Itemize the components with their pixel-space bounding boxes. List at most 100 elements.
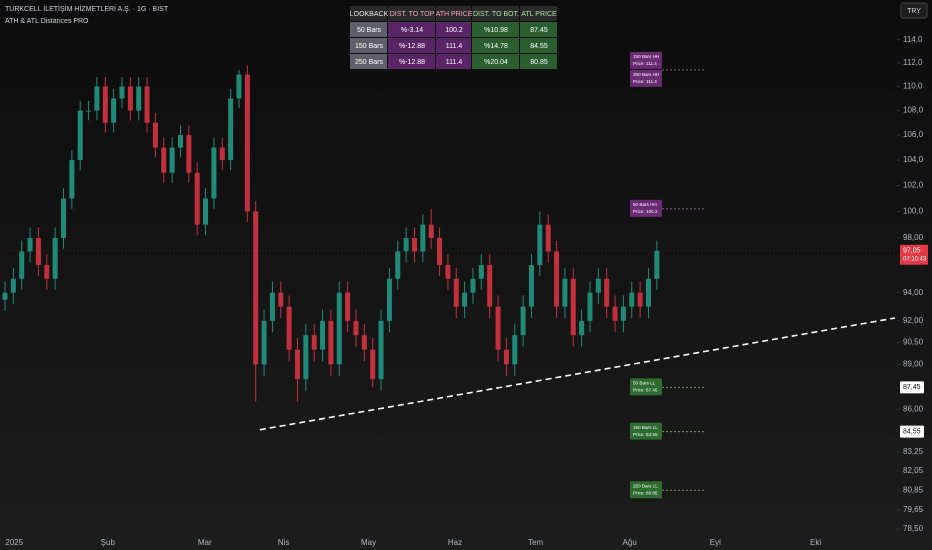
level-price: Price: 111.4	[633, 79, 657, 84]
candle-body	[328, 320, 334, 365]
candle-body	[261, 320, 267, 365]
price-tag-label: 84,55	[903, 428, 921, 435]
trendline	[259, 317, 896, 431]
candle-body	[177, 135, 183, 148]
y-tick-label: 79,65	[903, 505, 924, 514]
x-tick-label: Eyl	[710, 538, 721, 547]
candle-body	[545, 224, 551, 252]
candle-body	[654, 250, 660, 279]
candle-body	[562, 278, 568, 307]
table-cell-text: 50 Bars	[357, 27, 382, 34]
candle-body	[119, 86, 125, 99]
candle-body	[303, 335, 309, 380]
candle-body	[19, 251, 25, 279]
table-cell	[520, 54, 557, 69]
countdown: 07:10:43	[903, 256, 927, 262]
candle-body	[437, 237, 443, 266]
level-box	[630, 422, 662, 440]
candle-body	[186, 135, 192, 173]
candle-body	[169, 147, 175, 173]
candle-body	[2, 292, 8, 300]
y-tick-label: 80,85	[903, 485, 924, 494]
table-cell	[472, 54, 519, 69]
candle-body	[94, 86, 100, 111]
table-header-text: DIST. TO TOP	[390, 11, 435, 18]
candle-body	[320, 320, 326, 350]
candle-body	[127, 86, 133, 111]
price-tag-label: 87,45	[903, 384, 921, 391]
table-cell	[388, 38, 435, 53]
y-tick-label: 114,0	[903, 35, 923, 44]
y-tick-label: 92,00	[903, 316, 924, 325]
table-header-cell	[436, 6, 471, 21]
level-box	[630, 69, 662, 87]
candle-body	[637, 292, 643, 307]
table-cell	[350, 54, 387, 69]
candle-body	[537, 224, 543, 266]
x-tick-label: May	[361, 538, 376, 547]
candle-body	[612, 306, 618, 321]
candle-body	[503, 349, 509, 365]
y-tick-label: 78,50	[903, 524, 924, 533]
table-cell-text: 250 Bars	[355, 59, 384, 66]
table-cell-text: %-12.88	[399, 59, 425, 66]
candle-body	[462, 292, 468, 307]
table-header-text: ATL PRICE	[521, 11, 557, 18]
candle-body	[111, 98, 117, 123]
candle-body	[378, 320, 384, 380]
candle-body	[445, 265, 451, 279]
y-tick-label: 108,0	[903, 106, 924, 115]
last-price-tag	[900, 244, 928, 265]
candle-body	[478, 265, 484, 279]
candle-body	[136, 86, 142, 111]
candle-body	[587, 292, 593, 321]
candle-body	[194, 172, 200, 225]
candle-body	[512, 335, 518, 365]
x-tick-label: Tem	[528, 538, 543, 547]
table-cell	[436, 22, 471, 37]
table-cell-text: 111.4	[446, 59, 463, 66]
x-tick-label: Ağu	[623, 538, 637, 547]
table-cell	[520, 38, 557, 53]
table-header-cell	[388, 6, 435, 21]
candle-body	[386, 278, 392, 321]
candle-body	[336, 292, 342, 365]
level-box	[630, 378, 662, 396]
level-title: 150 Bars HH	[633, 54, 659, 59]
table-cell	[436, 38, 471, 53]
level-title: 250 Bars LL	[633, 484, 658, 489]
currency-button[interactable]	[900, 2, 928, 19]
table-cell-text: 80.85	[530, 59, 548, 66]
symbol-title: TURKCELL İLETİŞİM HİZMETLERİ A.Ş. · 1G ·…	[5, 4, 169, 13]
table-header-text: ATH PRICE	[436, 11, 473, 18]
table-cell	[350, 22, 387, 37]
candle-body	[86, 110, 92, 112]
table-cell-text: %-12.88	[399, 43, 425, 50]
candle-body	[528, 265, 534, 307]
candle-body	[10, 278, 16, 293]
candle-body	[244, 74, 250, 212]
candle-body	[203, 198, 209, 225]
y-tick-label: 102,0	[903, 181, 924, 190]
level-title: 150 Bars LL	[633, 425, 658, 430]
candle-body	[286, 306, 292, 350]
candle-body	[453, 278, 459, 307]
y-tick-label: 86,00	[903, 404, 924, 413]
table-cell	[436, 54, 471, 69]
candle-body	[228, 98, 234, 161]
candle-body	[595, 278, 601, 293]
candle-body	[620, 306, 626, 321]
candle-body	[236, 74, 242, 99]
table-cell-text: 84.55	[530, 43, 548, 50]
level-price: Price: 84.55	[633, 432, 658, 437]
candle-body	[52, 237, 58, 279]
indicator-name: ATH & ATL Distances PRO	[5, 18, 89, 25]
table-header-cell	[350, 6, 387, 21]
candle-body	[77, 110, 83, 161]
y-tick-label: 89,00	[903, 359, 924, 368]
last-price-label: 97,05	[903, 248, 921, 255]
x-tick-label: Mar	[198, 538, 212, 547]
